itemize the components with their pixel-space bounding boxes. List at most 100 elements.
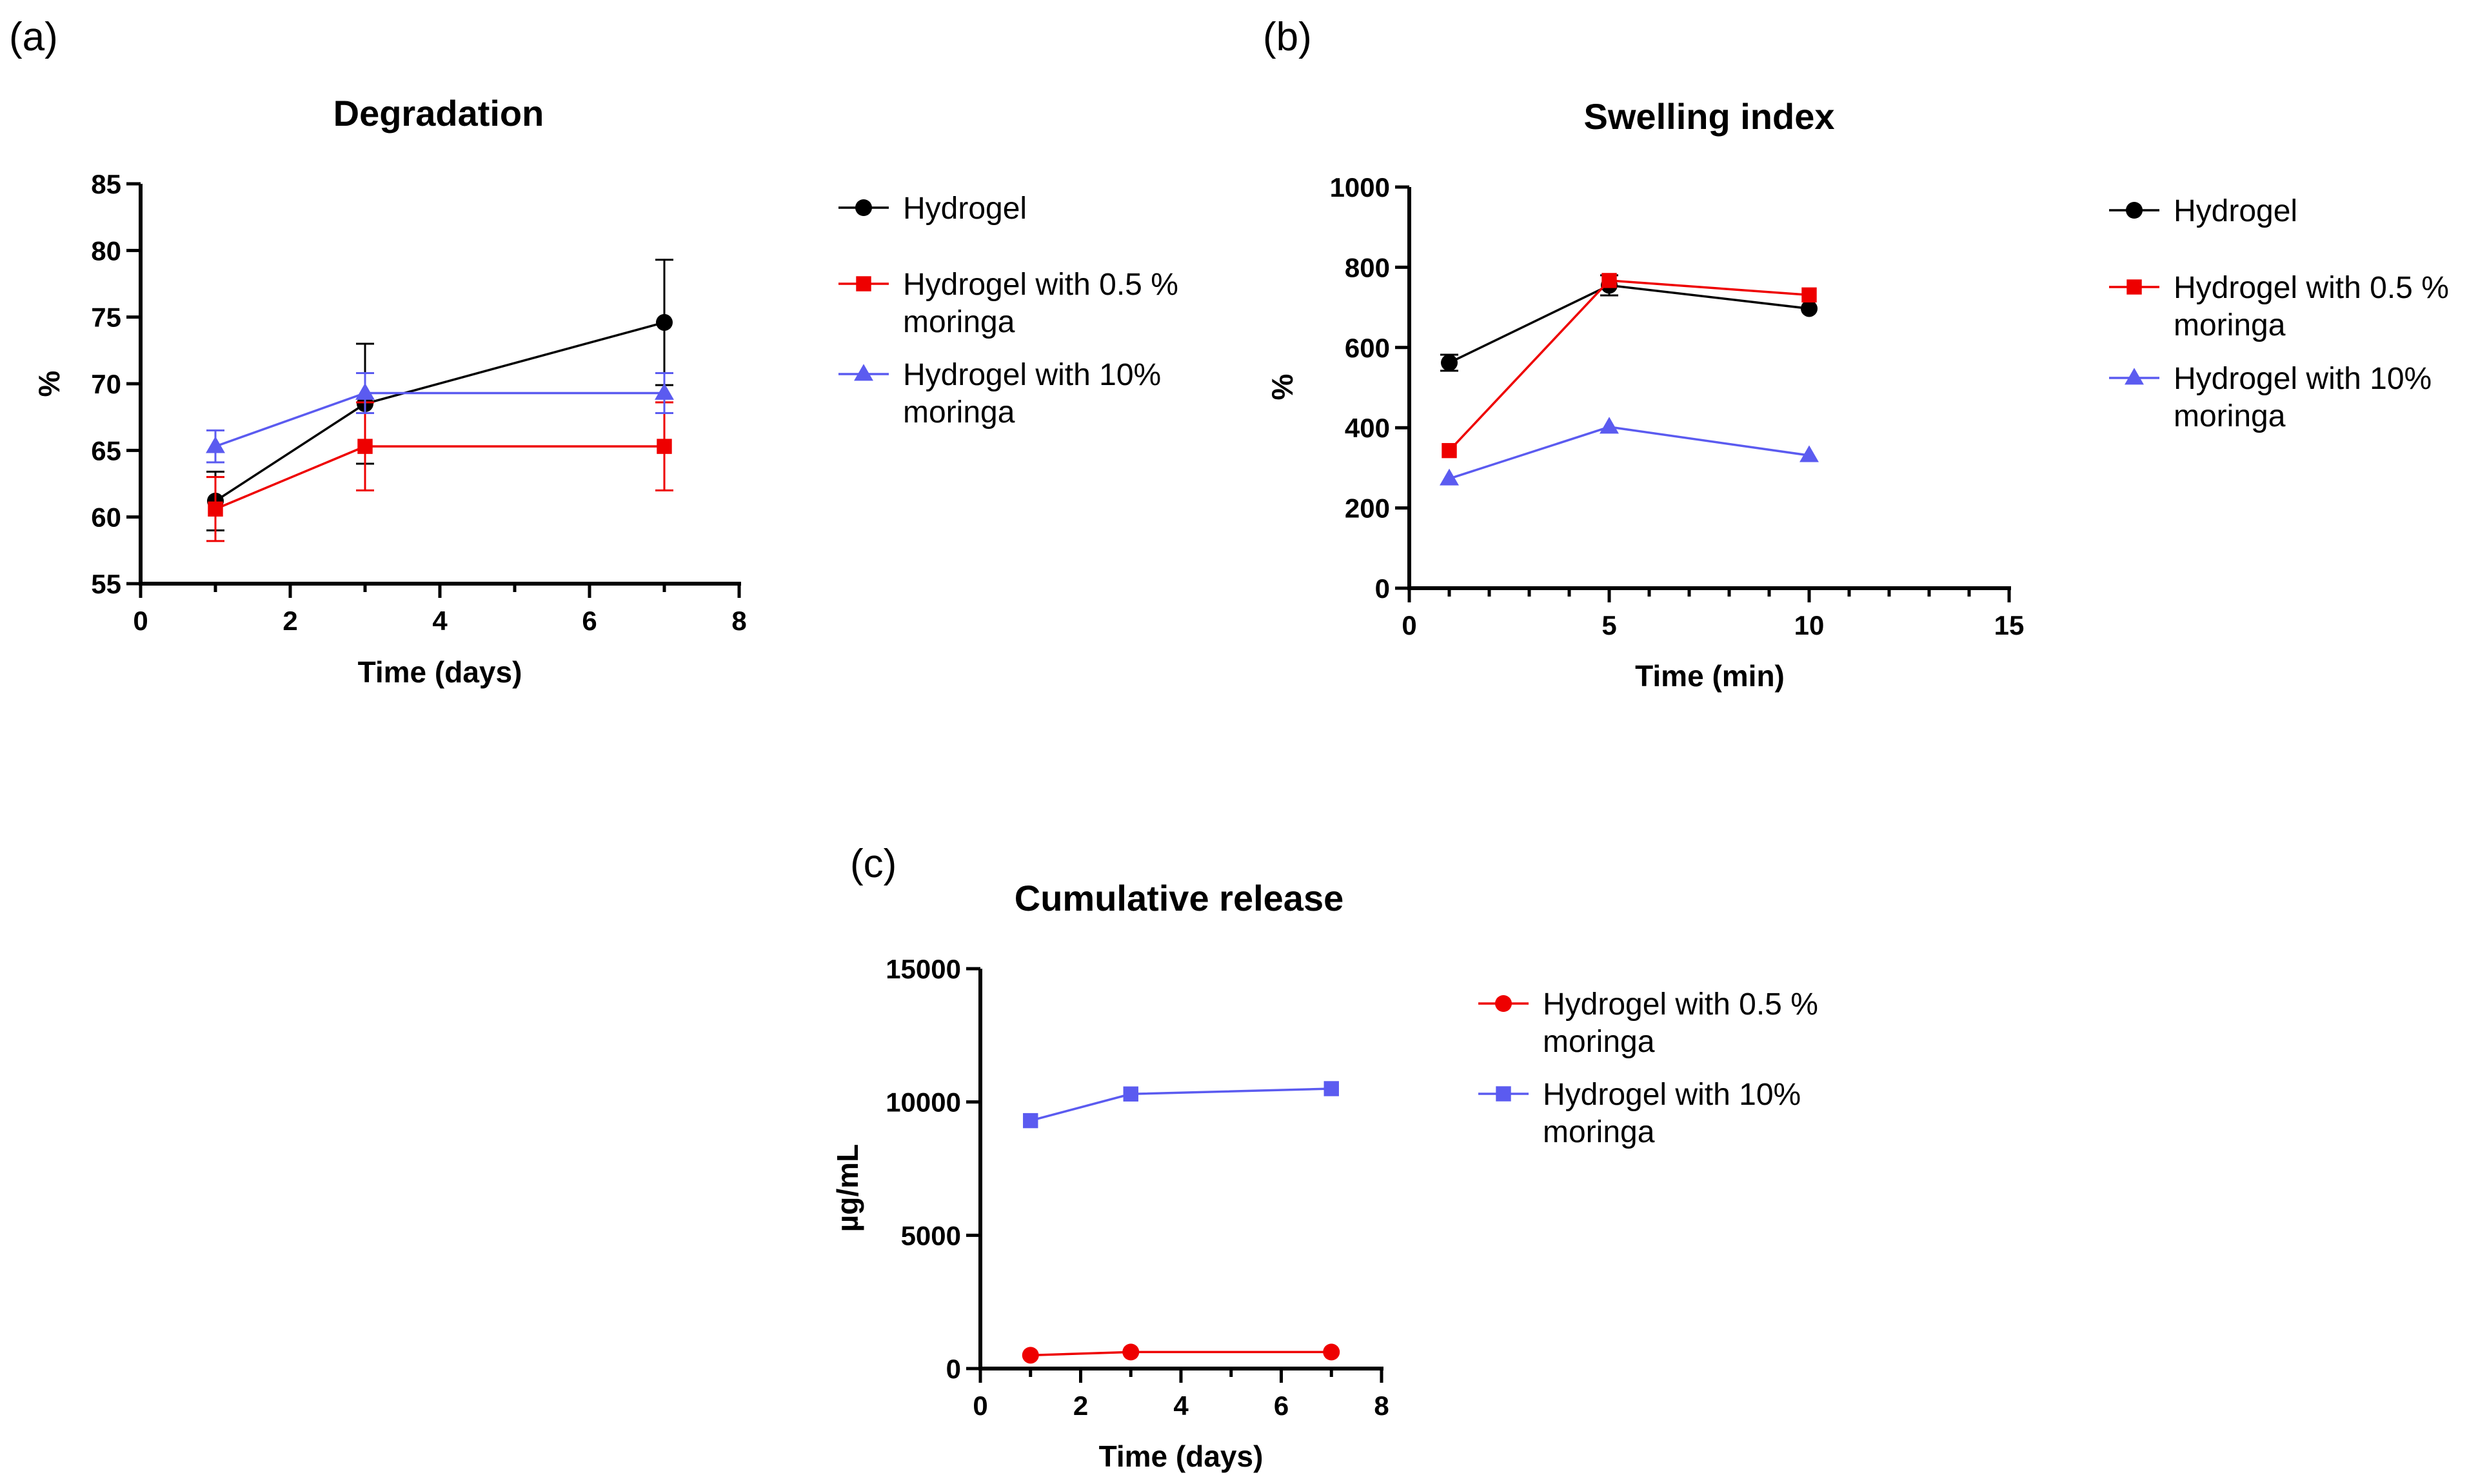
y-tick-label: 5000 (901, 1220, 961, 1251)
legend-label: Hydrogel (903, 192, 1027, 226)
x-tick-label: 5 (1601, 610, 1616, 640)
legend-label: moringa (903, 305, 1015, 339)
legend-label: Hydrogel with 0.5 % (903, 268, 1178, 302)
data-point (1440, 468, 1459, 486)
data-point (1441, 354, 1458, 371)
y-axis-title: % (1265, 374, 1299, 401)
panel-label: (c) (850, 842, 897, 886)
chart-title: Cumulative release (1015, 878, 1343, 918)
x-tick-label: 10 (1794, 610, 1825, 640)
series-2 (1023, 1081, 1339, 1129)
series-line (1030, 1087, 1332, 1122)
data-point (1323, 1343, 1340, 1361)
series-line (215, 391, 664, 448)
series-line (215, 321, 665, 502)
legend-marker (2126, 279, 2142, 295)
y-tick-label: 600 (1345, 333, 1390, 363)
y-tick-label: 15000 (886, 954, 961, 984)
series-line (1448, 279, 1810, 451)
data-point (355, 382, 375, 400)
x-tick-label: 8 (1374, 1390, 1389, 1421)
data-point (1123, 1086, 1138, 1102)
y-tick-label: 0 (1375, 573, 1390, 604)
data-point (206, 436, 225, 453)
y-tick-label: 65 (91, 435, 121, 466)
y-tick-label: 10000 (886, 1087, 961, 1118)
x-axis-title: Time (days) (358, 655, 522, 689)
x-tick-label: 0 (973, 1390, 987, 1421)
y-axis-title: % (32, 371, 66, 397)
chart-panel-c: (c) Cumulative release 0 5000 10000 15000 0 2 4 6… (831, 842, 1818, 1473)
x-tick-label: 15 (1994, 610, 2025, 640)
legend-marker (1496, 1086, 1511, 1102)
data-point (1801, 287, 1817, 303)
chart-title: Degradation (333, 93, 544, 134)
x-tick-label: 0 (1402, 610, 1416, 640)
x-tick-label: 6 (582, 606, 597, 636)
y-tick-label: 200 (1345, 493, 1390, 524)
y-tick-label: 1000 (1330, 172, 1390, 203)
y-tick-label: 400 (1345, 413, 1390, 443)
legend-marker (1495, 995, 1512, 1012)
legend-label: Hydrogel with 0.5 % (1543, 987, 1818, 1022)
y-tick-label: 60 (91, 502, 121, 533)
x-tick-label: 6 (1274, 1390, 1289, 1421)
y-tick-label: 70 (91, 369, 121, 399)
y-tick-label: 800 (1345, 252, 1390, 282)
x-tick-label: 2 (1073, 1390, 1088, 1421)
legend-label: moringa (1543, 1025, 1655, 1059)
data-point (208, 501, 223, 517)
panel-label: (b) (1263, 15, 1312, 59)
y-tick-label: 80 (91, 235, 121, 266)
data-point (1022, 1347, 1039, 1364)
legend-marker (856, 276, 871, 292)
legend-marker (855, 199, 872, 216)
x-axis-title: Time (days) (1099, 1439, 1264, 1473)
legend-label: moringa (2174, 308, 2286, 342)
data-point (1601, 273, 1617, 288)
x-tick-label: 4 (1173, 1390, 1189, 1421)
data-point (1600, 417, 1619, 434)
y-axis-title: µg/mL (831, 1144, 864, 1232)
legend-label: moringa (2174, 399, 2286, 433)
series-1 (1440, 274, 1818, 372)
data-point (1801, 300, 1818, 317)
legend-marker (2125, 368, 2144, 385)
legend-label: moringa (903, 395, 1015, 430)
legend-label: Hydrogel with 0.5 % (2174, 271, 2449, 305)
y-tick-label: 55 (91, 569, 121, 599)
x-axis-title: Time (min) (1635, 659, 1785, 693)
chart-title: Swelling index (1584, 96, 1835, 137)
series-1 (206, 259, 673, 531)
chart-panel-b: (b) Swelling index 0 200 400 600 800 1000 0 5 10 15… (1263, 15, 2449, 693)
legend-marker (854, 364, 873, 381)
series-line (215, 445, 664, 510)
series-line (1030, 1350, 1332, 1357)
panel-label: (a) (9, 15, 58, 59)
data-point (1323, 1081, 1339, 1096)
x-tick-label: 8 (731, 606, 746, 636)
data-point (657, 439, 672, 454)
data-point (357, 439, 373, 454)
series-line (1449, 426, 1810, 480)
legend-label: Hydrogel with 10% (903, 358, 1161, 392)
series-line (1449, 284, 1810, 364)
legend-label: moringa (1543, 1115, 1655, 1149)
legend-label: Hydrogel with 10% (2174, 362, 2432, 396)
data-point (656, 313, 673, 331)
series-1 (1022, 1343, 1340, 1364)
data-point (1442, 442, 1457, 459)
y-tick-label: 75 (91, 302, 121, 333)
chart-panel-a: (a) Degradation 55 60 65 70 75 80 85 0 2 4 6 8 Time (d… (9, 15, 1178, 689)
legend-label: Hydrogel with 10% (1543, 1078, 1801, 1112)
y-tick-label: 0 (946, 1354, 961, 1384)
legend-marker (2126, 202, 2143, 219)
data-point (655, 382, 674, 400)
data-point (1799, 445, 1819, 462)
series-2 (206, 401, 673, 542)
legend-label: Hydrogel (2174, 194, 2297, 228)
